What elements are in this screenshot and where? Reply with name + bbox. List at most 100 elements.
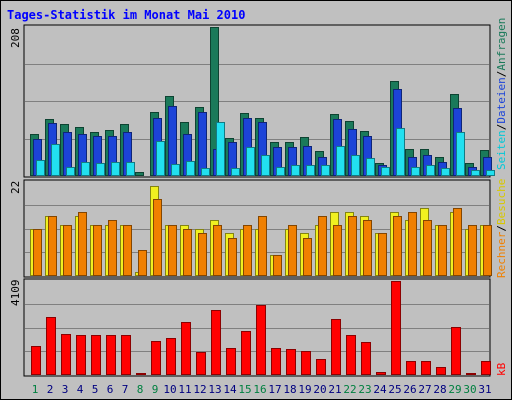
legend-sep-1: / <box>495 71 508 78</box>
bar-traffic-kb-4 <box>76 335 86 375</box>
bar-visits-rechner-5 <box>93 225 102 276</box>
bar-traffic-kb-15 <box>241 331 251 375</box>
bar-requests-seiten-22 <box>351 155 360 176</box>
x-tick-label-19: 19 <box>298 383 311 396</box>
bar-visits-rechner-6 <box>108 220 117 276</box>
bar-visits-rechner-2 <box>48 216 57 276</box>
bar-traffic-kb-6 <box>106 335 116 375</box>
x-tick-label-10: 10 <box>163 383 176 396</box>
x-tick-label-12: 12 <box>193 383 206 396</box>
x-tick-label-27: 27 <box>418 383 431 396</box>
x-tick-label-24: 24 <box>373 383 387 396</box>
bar-traffic-kb-17 <box>271 348 281 375</box>
bar-traffic-kb-9 <box>151 341 161 375</box>
bar-traffic-kb-23 <box>361 342 371 375</box>
bar-traffic-kb-22 <box>346 335 356 375</box>
bar-traffic-kb-2 <box>46 317 56 375</box>
legend-sep-2: / <box>495 124 508 131</box>
bar-requests-seiten-23 <box>366 158 375 176</box>
bar-visits-rechner-9 <box>153 199 162 276</box>
legend-seiten: Seiten <box>495 130 508 170</box>
requests-legend: Seiten/Dateien/Anfragen <box>495 18 508 170</box>
bar-requests-anfragen-8 <box>135 172 144 176</box>
bar-visits-rechner-24 <box>378 233 387 276</box>
bar-traffic-kb-3 <box>61 334 71 375</box>
x-tick-label-21: 21 <box>328 383 341 396</box>
x-tick-label-29: 29 <box>448 383 461 396</box>
chart-marks: 1 2 3 4 5 6 7 8 9 10 11 12 13 14 15 16 17 18 19 20 21 22 23 24 2… <box>25 27 495 396</box>
bar-requests-seiten-5 <box>96 163 105 176</box>
bar-requests-seiten-13 <box>216 122 225 176</box>
x-tick-label-11: 11 <box>178 383 191 396</box>
bar-requests-seiten-9 <box>156 141 165 176</box>
bar-requests-seiten-28 <box>441 168 450 176</box>
bar-traffic-kb-29 <box>451 327 461 375</box>
bar-traffic-kb-12 <box>196 352 206 375</box>
x-tick-label-3: 3 <box>62 383 69 396</box>
bar-requests-seiten-16 <box>261 155 270 176</box>
bar-traffic-kb-10 <box>166 338 176 375</box>
bar-requests-seiten-17 <box>276 167 285 176</box>
bar-traffic-kb-25 <box>391 281 401 375</box>
bar-visits-rechner-8 <box>138 250 147 276</box>
bar-traffic-kb-19 <box>301 351 311 375</box>
bar-requests-seiten-2 <box>51 144 60 176</box>
bar-visits-rechner-25 <box>393 216 402 276</box>
bar-visits-rechner-3 <box>63 225 72 276</box>
bar-requests-seiten-3 <box>66 167 75 176</box>
x-tick-label-14: 14 <box>223 383 237 396</box>
bar-requests-seiten-4 <box>81 162 90 176</box>
bar-requests-seiten-24 <box>381 167 390 176</box>
bar-visits-rechner-16 <box>258 216 267 276</box>
bar-requests-seiten-1 <box>36 160 45 176</box>
legend-dateien: Dateien <box>495 77 508 123</box>
x-tick-label-4: 4 <box>77 383 84 396</box>
bar-visits-rechner-19 <box>303 238 312 276</box>
bar-visits-rechner-18 <box>288 225 297 276</box>
legend-besuche: Besuche <box>495 179 508 225</box>
bar-requests-seiten-21 <box>336 146 345 176</box>
chart-title: Tages-Statistik im Monat Mai 2010 <box>7 8 245 22</box>
bar-traffic-kb-13 <box>211 310 221 375</box>
bar-requests-seiten-10 <box>171 164 180 176</box>
bar-visits-rechner-13 <box>213 225 222 276</box>
bar-visits-rechner-12 <box>198 233 207 276</box>
x-tick-label-15: 15 <box>238 383 251 396</box>
bar-requests-seiten-6 <box>111 162 120 176</box>
x-tick-label-13: 13 <box>208 383 221 396</box>
x-tick-label-26: 26 <box>403 383 416 396</box>
bar-traffic-kb-24 <box>376 372 386 375</box>
bar-traffic-kb-16 <box>256 305 266 375</box>
bar-requests-seiten-7 <box>126 162 135 176</box>
bar-visits-rechner-10 <box>168 225 177 276</box>
bar-traffic-kb-31 <box>481 361 491 375</box>
bar-traffic-kb-7 <box>121 335 131 375</box>
x-tick-label-31: 31 <box>478 383 491 396</box>
bar-visits-rechner-11 <box>183 229 192 276</box>
bar-traffic-kb-20 <box>316 359 326 375</box>
bar-visits-rechner-15 <box>243 225 252 276</box>
bar-visits-rechner-21 <box>333 225 342 276</box>
bar-traffic-kb-28 <box>436 367 446 375</box>
requests-ymax-label: 208 <box>9 28 22 48</box>
bar-traffic-kb-5 <box>91 335 101 375</box>
x-tick-label-22: 22 <box>343 383 356 396</box>
x-tick-label-9: 9 <box>152 383 159 396</box>
traffic-legend: kB <box>495 362 508 376</box>
traffic-ymax-label: 4109 <box>9 280 22 307</box>
bar-visits-rechner-4 <box>78 212 87 276</box>
bar-requests-seiten-30 <box>471 170 480 176</box>
bar-visits-rechner-14 <box>228 238 237 276</box>
bar-traffic-kb-14 <box>226 348 236 375</box>
x-tick-label-20: 20 <box>313 383 326 396</box>
x-tick-label-28: 28 <box>433 383 446 396</box>
x-tick-label-23: 23 <box>358 383 371 396</box>
bar-traffic-kb-18 <box>286 349 296 375</box>
bar-traffic-kb-30 <box>466 373 476 375</box>
legend-rechner: Rechner <box>495 231 508 278</box>
bar-visits-rechner-1 <box>33 229 42 276</box>
bar-requests-seiten-27 <box>426 165 435 176</box>
legend-sep-3: / <box>495 225 508 232</box>
bar-visits-rechner-7 <box>123 225 132 276</box>
